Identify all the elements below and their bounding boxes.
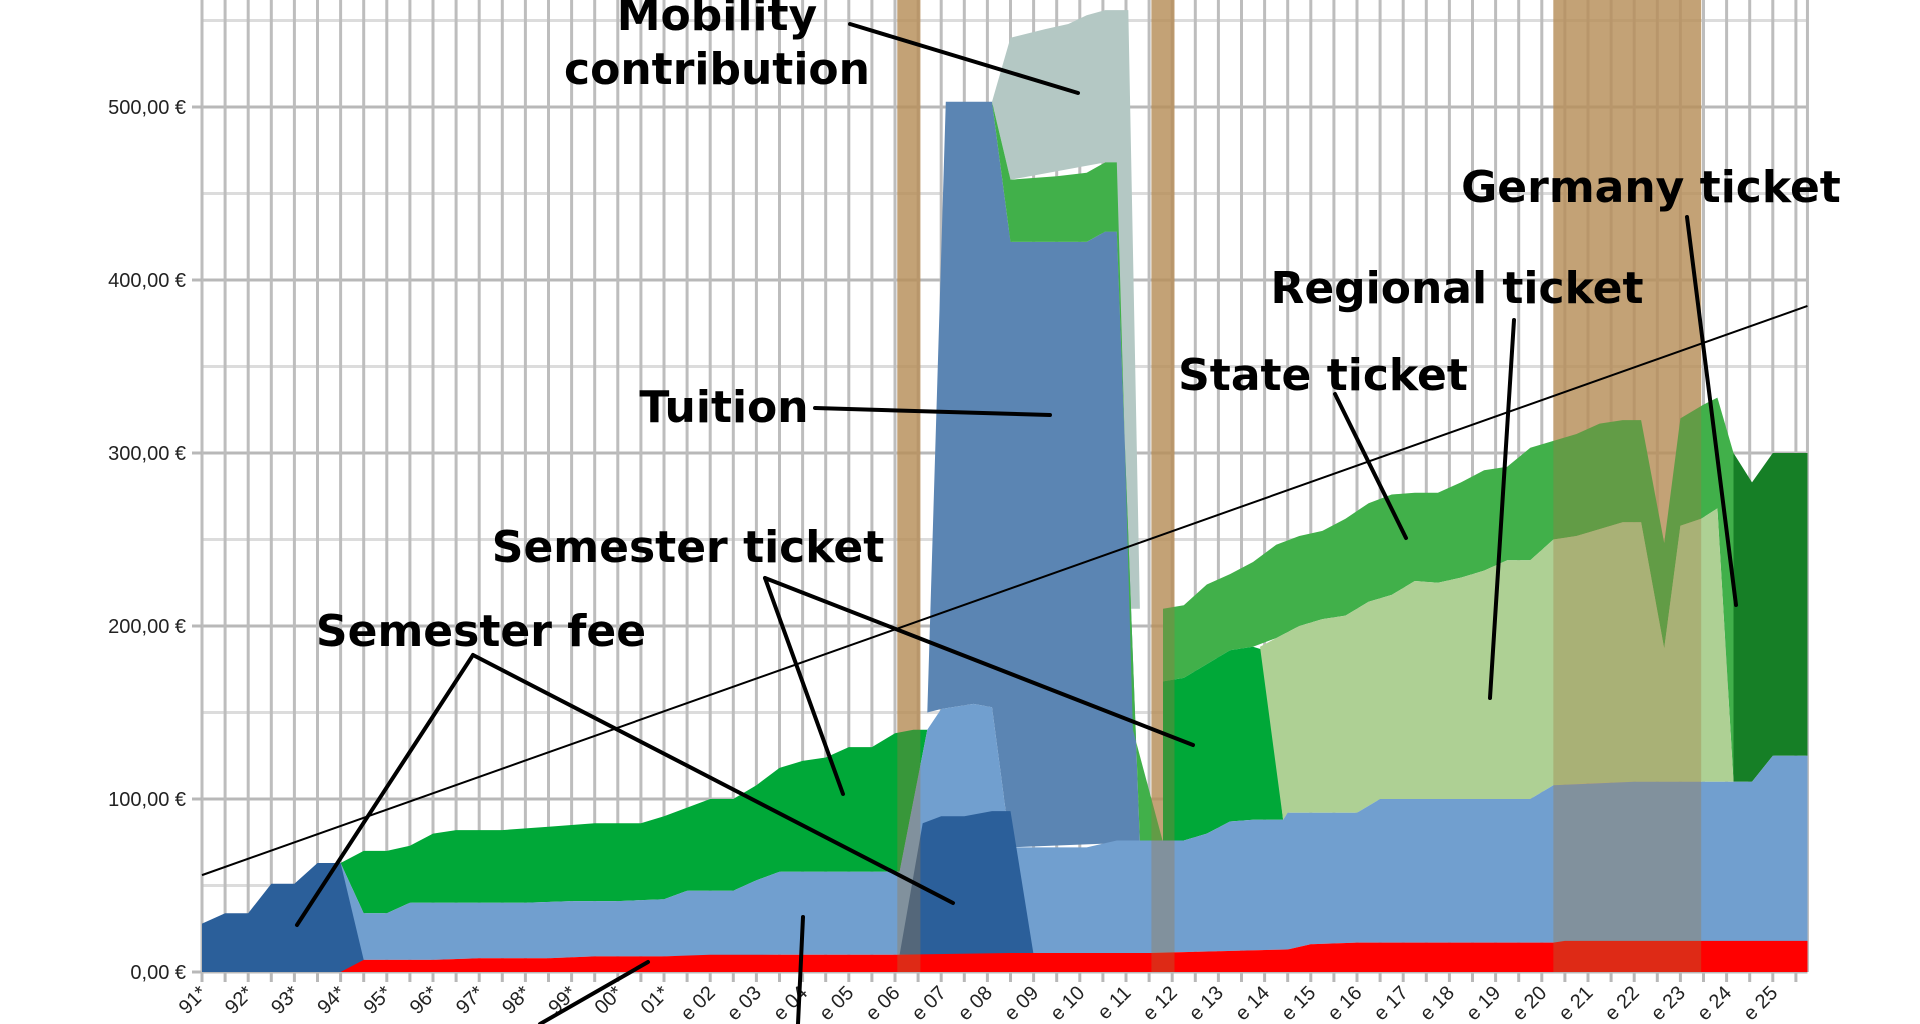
x-tick-label: e 22 (1601, 982, 1644, 1024)
annotation-leader-line (796, 915, 805, 1024)
area-admin-fee-06-08 (899, 811, 1034, 955)
area-mobility-contribution (992, 10, 1140, 609)
x-tick-label: 96* (406, 982, 443, 1019)
area-student-union-contribution (340, 940, 1808, 972)
area-germany-ticket (1733, 453, 1808, 782)
x-tick-label: e 18 (1416, 982, 1459, 1024)
x-tick-label: e 21 (1554, 982, 1597, 1024)
x-tick-label: 99* (544, 982, 581, 1019)
annotation-leader-line (471, 653, 955, 905)
highlight-band-overlay (897, 0, 921, 972)
x-tick-label: 98* (498, 982, 535, 1019)
area-state-ticket (1163, 397, 1734, 782)
x-tick-label: 92* (221, 982, 258, 1019)
x-tick-label: e 25 (1739, 982, 1782, 1024)
y-tick-label: 0,00 € (130, 962, 186, 984)
y-tick-label: 100,00 € (108, 789, 186, 811)
y-axis: 0,00 € 100,00 € 200,00 € 300,00 € 400,00 € 50… (108, 97, 202, 984)
x-tick-label: 01* (637, 982, 674, 1019)
x-tick-label: e 15 (1277, 982, 1320, 1024)
annotation-leader-line (1685, 215, 1738, 607)
annotation-label: Semester fee (316, 606, 646, 657)
y-tick-label: 500,00 € (108, 97, 186, 119)
x-tick-label: e 09 (1000, 982, 1043, 1024)
x-tick-label: e 24 (1693, 982, 1736, 1024)
annotation-leader-line (763, 576, 1195, 747)
x-tick-label: e 06 (861, 982, 904, 1024)
x-tick-label: e 04 (769, 982, 812, 1024)
x-tick-label: 93* (267, 982, 304, 1019)
x-tick-label: e 16 (1323, 982, 1366, 1024)
highlight-band-overlay (1151, 0, 1175, 972)
trend-line (201, 305, 1808, 877)
x-tick-label: e 02 (677, 982, 720, 1024)
annotation-label: Semester ticket (492, 522, 884, 573)
annotation-leader-line (763, 576, 845, 796)
x-tick-label: e 14 (1231, 982, 1274, 1024)
area-semester-ticket (340, 729, 928, 914)
area-semester-ticket-tuition-era- (992, 101, 1163, 843)
trend-line (201, 305, 1808, 877)
x-tick-label: e 07 (908, 982, 951, 1024)
x-tick-label: e 17 (1370, 982, 1413, 1024)
highlight-band-overlays (897, 0, 1702, 972)
area-semester-ticket-state-era- (1163, 646, 1284, 841)
x-tick-label: e 08 (954, 982, 997, 1024)
annotation-label: Mobility (617, 0, 817, 41)
annotation-leader-line (1333, 392, 1408, 540)
x-tick-label: 95* (360, 982, 397, 1019)
x-tick-label: e 10 (1046, 982, 1089, 1024)
annotation-label: contribution (564, 44, 870, 95)
annotation-leader-line (295, 653, 475, 927)
x-tick-label: 91* (175, 982, 212, 1019)
annotation-leader-line (1488, 318, 1516, 700)
annotation-label: State ticket (1178, 350, 1468, 401)
annotation-label: Tuition (639, 382, 808, 433)
x-axis: 91* 92* 93* 94* 95* 96* 97* 98* 99* 00* 01* e 02 e 0… (175, 972, 1798, 1024)
annotation-leader-line (848, 22, 1080, 95)
x-tick-label: e 12 (1139, 982, 1182, 1024)
x-tick-label: e 03 (723, 982, 766, 1024)
x-tick-label: 94* (313, 982, 350, 1019)
x-tick-label: e 13 (1185, 982, 1228, 1024)
x-tick-label: e 11 (1093, 982, 1135, 1024)
annotation-label: Germany ticket (1461, 162, 1841, 213)
highlight-band (897, 0, 921, 972)
y-tick-label: 400,00 € (108, 270, 186, 292)
x-tick-label: 00* (591, 982, 628, 1019)
area-semester-fee-early-admin-fee-06-08- (202, 863, 364, 972)
highlight-band-overlay (1553, 0, 1702, 972)
y-tick-label: 300,00 € (108, 443, 186, 465)
x-tick-label: e 23 (1647, 982, 1690, 1024)
y-tick-label: 200,00 € (108, 616, 186, 638)
x-tick-label: e 20 (1508, 982, 1551, 1024)
area-administrative-fee (340, 703, 1808, 960)
annotation-label: Regional ticket (1270, 263, 1643, 314)
x-tick-label: e 19 (1462, 982, 1505, 1024)
area-regional-ticket (1260, 508, 1734, 820)
x-tick-label: 97* (452, 982, 489, 1019)
annotation-leader-line (538, 960, 650, 1024)
data-areas (202, 10, 1808, 972)
annotation-leader-line (813, 406, 1052, 417)
x-tick-label: e 05 (815, 982, 858, 1024)
